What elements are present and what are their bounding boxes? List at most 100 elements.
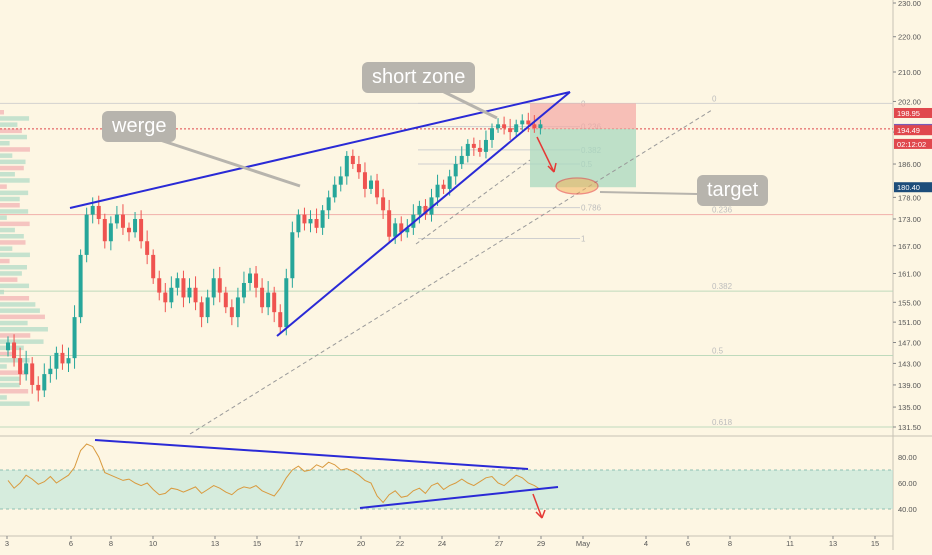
- candle-body: [308, 218, 313, 224]
- candle-body: [36, 384, 41, 391]
- volume-profile-bar: [0, 134, 27, 140]
- time-tick-label: 10: [149, 539, 157, 548]
- time-tick-label: 22: [396, 539, 404, 548]
- volume-profile-bar: [0, 364, 7, 369]
- candle-body: [356, 164, 361, 173]
- price-tick-label: 139.00: [898, 381, 921, 390]
- time-tick-label: 27: [495, 539, 503, 548]
- time-tick-label: 24: [438, 539, 446, 548]
- candle-body: [102, 218, 107, 242]
- oscillator-resistance-line: [94, 439, 529, 470]
- candle-body: [199, 302, 204, 318]
- volume-profile-bar: [0, 252, 30, 258]
- oscillator-arrow: [532, 493, 543, 519]
- price-tick-label: 220.00: [898, 33, 921, 42]
- candle-body: [417, 205, 422, 215]
- candle-body: [429, 197, 434, 215]
- candle-body: [211, 278, 216, 298]
- candle-body: [127, 227, 131, 233]
- candle-body: [496, 124, 501, 129]
- candle-body: [483, 139, 488, 152]
- candle-body: [114, 214, 119, 224]
- candle-body: [187, 287, 192, 298]
- volume-profile-bar: [0, 165, 24, 171]
- candle-body: [423, 205, 428, 215]
- candle-body: [96, 205, 101, 219]
- volume-profile-bar: [0, 382, 20, 388]
- candle-body: [520, 120, 525, 125]
- volume-profile-bar: [0, 246, 13, 251]
- fib-extension-label: 0.618: [712, 418, 733, 427]
- price-tick-label: 143.00: [898, 359, 921, 368]
- volume-profile-bar: [0, 370, 29, 375]
- candle-body: [120, 214, 125, 228]
- candle-body: [24, 363, 29, 375]
- candle-body: [344, 155, 349, 177]
- candle-body: [477, 147, 482, 152]
- time-tick-label: May: [576, 539, 590, 548]
- volume-profile-bar: [0, 376, 20, 382]
- price-tick-label: 135.00: [898, 403, 921, 412]
- time-tick-label: 13: [211, 539, 219, 548]
- candle-body: [350, 155, 355, 165]
- candle-body: [12, 342, 17, 359]
- volume-profile-bar: [0, 172, 15, 177]
- time-tick-label: 29: [537, 539, 545, 548]
- candle-body: [181, 278, 186, 298]
- candle-body: [502, 124, 507, 129]
- candle-body: [241, 282, 246, 298]
- candle-body: [332, 184, 337, 198]
- volume-profile-bar: [0, 227, 15, 233]
- candle-body: [157, 278, 162, 293]
- candle-body: [526, 120, 531, 125]
- oscillator-tick-label: 60.00: [898, 479, 917, 488]
- price-tick-label: 147.00: [898, 338, 921, 347]
- candle-body: [42, 374, 47, 391]
- candle-body: [48, 368, 53, 375]
- candle-body: [272, 292, 277, 313]
- annotation-werge: werge: [102, 111, 177, 142]
- price-tick-label: 178.00: [898, 193, 921, 202]
- volume-profile-bar: [0, 178, 30, 183]
- candle-body: [72, 317, 77, 359]
- candle-body: [193, 287, 198, 303]
- time-tick-label: 15: [253, 539, 261, 548]
- candle-body: [217, 278, 222, 293]
- candle-body: [60, 352, 65, 364]
- candle-body: [90, 205, 95, 215]
- time-tick-label: 15: [871, 539, 879, 548]
- volume-profile-bar: [0, 283, 30, 289]
- target-pointer: [599, 191, 698, 195]
- annotation-short-zone: short zone: [362, 62, 476, 93]
- candle-body: [205, 297, 210, 318]
- price-tick-label: 155.00: [898, 298, 921, 307]
- volume-profile-bar: [0, 351, 15, 357]
- price-label-text: 198.95: [897, 109, 920, 118]
- fib-level-label: 1: [581, 235, 586, 244]
- volume-profile-bar: [0, 116, 30, 121]
- volume-profile-bar: [0, 184, 7, 189]
- time-tick-label: 13: [829, 539, 837, 548]
- candle-body: [248, 273, 252, 283]
- candle-body: [447, 176, 452, 189]
- candle-body: [459, 155, 464, 165]
- time-tick-label: 8: [728, 539, 732, 548]
- candle-body: [6, 342, 10, 351]
- volume-profile-bar: [0, 153, 13, 158]
- candle-body: [490, 128, 494, 140]
- candle-body: [362, 172, 367, 189]
- candle-body: [108, 223, 113, 242]
- candle-body: [514, 124, 519, 133]
- price-tick-label: 151.00: [898, 318, 921, 327]
- volume-profile-bar: [0, 128, 22, 134]
- candle-body: [393, 223, 398, 237]
- volume-profile-bar: [0, 339, 44, 344]
- candle-body: [290, 232, 295, 279]
- price-label-tag: [894, 138, 932, 149]
- oscillator-band: [0, 470, 893, 509]
- stop-loss-zone: [530, 103, 636, 129]
- price-tick-label: 167.00: [898, 242, 921, 251]
- volume-profile-bar: [0, 389, 29, 394]
